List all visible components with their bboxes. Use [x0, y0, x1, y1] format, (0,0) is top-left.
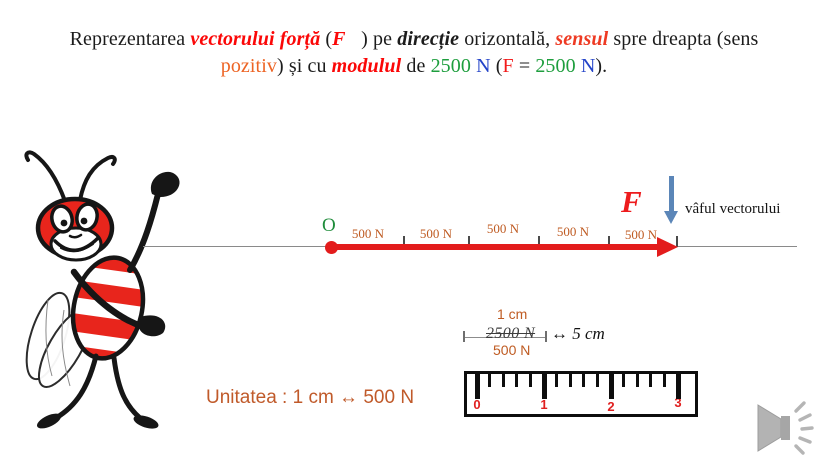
title-segment: orizontală,: [459, 28, 556, 50]
title-segment: (: [320, 28, 333, 50]
bee-pupil: [80, 217, 88, 225]
force-vector-arrowhead: [657, 236, 678, 257]
bee-teeth-line: [60, 243, 94, 253]
title-segment: (: [490, 55, 503, 77]
ruler-tick: [582, 374, 586, 387]
ruler-tick: [609, 374, 614, 399]
vector-tip-caption: vâful vectorului: [685, 201, 781, 217]
ruler-tick: [635, 374, 639, 387]
scale-total-force: 2500 N: [486, 325, 536, 342]
ruler-tick: [528, 374, 532, 387]
bee-foot: [133, 415, 159, 429]
origin-point: [325, 241, 338, 254]
title-segment: vectorului forță: [190, 28, 321, 50]
ruler-tick: [662, 374, 666, 387]
ruler-tick: [649, 374, 653, 387]
title-segment: F: [502, 55, 514, 77]
title-segment: sensul: [555, 28, 609, 50]
axis-tick: [608, 236, 610, 247]
segment-label: 500 N: [624, 227, 658, 242]
segment-label: 500 N: [351, 226, 385, 241]
title-segment: ).: [595, 55, 608, 77]
title-segment: Reprezentarea: [69, 28, 191, 50]
title-segment: 2500: [430, 55, 471, 77]
ruler-number: 2: [607, 399, 615, 414]
bee-nose: [68, 233, 83, 239]
ruler-tick: [515, 374, 519, 387]
bee-mascot: [24, 150, 180, 429]
segment-label: 500 N: [486, 221, 520, 236]
title-segment: ) pe: [361, 28, 398, 50]
force-vector-shaft: [331, 244, 658, 250]
bee-arm-front: [70, 268, 148, 331]
vector-tip-arrowhead: [664, 211, 678, 224]
scale-unit-length: 1 cm: [497, 306, 528, 322]
slide-title: Reprezentarea vectorului forță (F⃗) pe d…: [44, 26, 784, 80]
axis-tick: [403, 236, 405, 247]
ruler: 0 1 2 3: [464, 371, 698, 417]
ruler-tick: [555, 374, 559, 387]
ruler-tick: [488, 374, 492, 387]
title-segment: de: [401, 55, 431, 77]
ruler-number: 1: [540, 397, 548, 412]
bee-eye: [50, 204, 74, 234]
bee-leg: [53, 353, 99, 421]
speaker-horn: [757, 404, 782, 452]
bee-arm-raised: [127, 191, 161, 273]
segment-label: 500 N: [419, 226, 453, 241]
title-segment: ) și cu: [276, 55, 332, 77]
dimension-tick: [545, 331, 547, 342]
speaker-driver: [781, 416, 790, 440]
speaker-sound-waves: [794, 401, 814, 455]
ruler-tick: [568, 374, 572, 387]
bee-leg: [111, 355, 143, 421]
title-segment: N: [470, 55, 491, 77]
axis-tick: [538, 236, 540, 247]
ruler-tick: [676, 374, 681, 399]
title-segment: direcție: [397, 28, 460, 50]
ruler-number: 0: [473, 397, 481, 412]
unit-caption: Unitatea : 1 cm ↔ 500 N: [206, 387, 415, 408]
bee-antenna: [78, 154, 117, 202]
scale-equivalence: ↔ 5 cm: [551, 324, 605, 344]
left-right-arrow-icon: ↔: [551, 324, 568, 343]
speaker-icon[interactable]: [750, 396, 816, 458]
scale-total-length: 5 cm: [572, 324, 605, 343]
bee-head: [35, 196, 115, 262]
dimension-tick: [463, 331, 465, 342]
title-segment: spre dreapta (sens: [608, 28, 759, 50]
segment-label: 500 N: [556, 224, 590, 239]
ruler-tick: [475, 374, 480, 399]
bee-foot: [36, 413, 62, 429]
axis-tick: [468, 236, 470, 247]
bee-antenna: [24, 150, 67, 203]
vector-tip-arrow: [669, 176, 674, 212]
bee-pupil: [60, 219, 68, 227]
origin-label: O: [322, 215, 336, 236]
title-segment: =: [513, 55, 536, 77]
force-vector-symbol: F⃗: [332, 28, 362, 50]
ruler-tick: [501, 374, 505, 387]
title-segment: N: [575, 55, 596, 77]
ruler-tick: [622, 374, 626, 387]
scale-unit-force: 500 N: [493, 342, 531, 358]
bee-hand-raised: [150, 171, 180, 198]
title-segment: modulul: [331, 55, 402, 77]
title-segment: pozitiv: [220, 55, 277, 77]
bee-muzzle: [49, 226, 103, 262]
ruler-tick: [542, 374, 547, 399]
bee-hand-front: [138, 315, 166, 337]
ruler-tick: [595, 374, 599, 387]
dimension-line: [463, 337, 546, 339]
ruler-number: 3: [674, 395, 682, 410]
vector-f-label: F: [621, 184, 642, 219]
title-segment: 2500: [535, 55, 576, 77]
